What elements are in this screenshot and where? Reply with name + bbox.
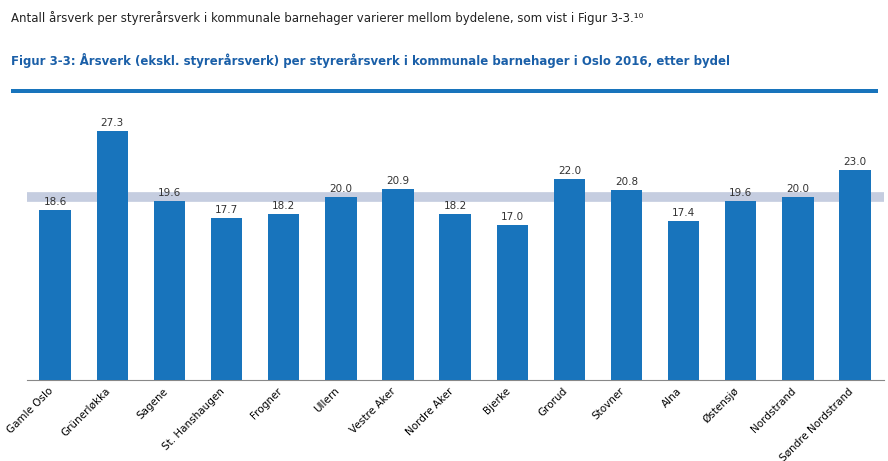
Text: 22.0: 22.0 xyxy=(558,166,581,176)
Text: 20.9: 20.9 xyxy=(386,176,409,186)
Text: 19.6: 19.6 xyxy=(158,188,181,198)
Bar xyxy=(154,201,186,380)
Bar xyxy=(440,214,471,380)
Bar xyxy=(725,201,757,380)
Text: Figur 3-3: Årsverk (ekskl. styrerårsverk) per styrerårsverk i kommunale barnehag: Figur 3-3: Årsverk (ekskl. styrerårsverk… xyxy=(11,53,730,68)
Text: 19.6: 19.6 xyxy=(729,188,752,198)
Text: 23.0: 23.0 xyxy=(844,157,867,167)
Text: 17.7: 17.7 xyxy=(215,205,238,215)
Text: 18.6: 18.6 xyxy=(44,197,67,207)
Bar xyxy=(325,197,357,380)
Text: 20.8: 20.8 xyxy=(614,177,638,187)
Bar xyxy=(782,197,813,380)
Text: 17.0: 17.0 xyxy=(501,212,524,222)
Bar xyxy=(268,214,299,380)
Bar xyxy=(210,219,242,380)
Bar xyxy=(611,190,642,380)
Bar xyxy=(97,131,128,380)
Text: 27.3: 27.3 xyxy=(100,118,124,128)
Text: 17.4: 17.4 xyxy=(672,208,695,218)
Bar xyxy=(668,221,700,380)
Text: 18.2: 18.2 xyxy=(443,201,467,211)
Bar xyxy=(553,179,585,380)
Text: Antall årsverk per styrerårsverk i kommunale barnehager varierer mellom bydelene: Antall årsverk per styrerårsverk i kommu… xyxy=(11,12,643,25)
Text: 20.0: 20.0 xyxy=(329,184,353,194)
Bar xyxy=(39,210,71,380)
Bar xyxy=(382,189,414,380)
Bar xyxy=(839,170,871,380)
Text: 18.2: 18.2 xyxy=(272,201,296,211)
Text: 20.0: 20.0 xyxy=(787,184,809,194)
Bar xyxy=(496,225,528,380)
